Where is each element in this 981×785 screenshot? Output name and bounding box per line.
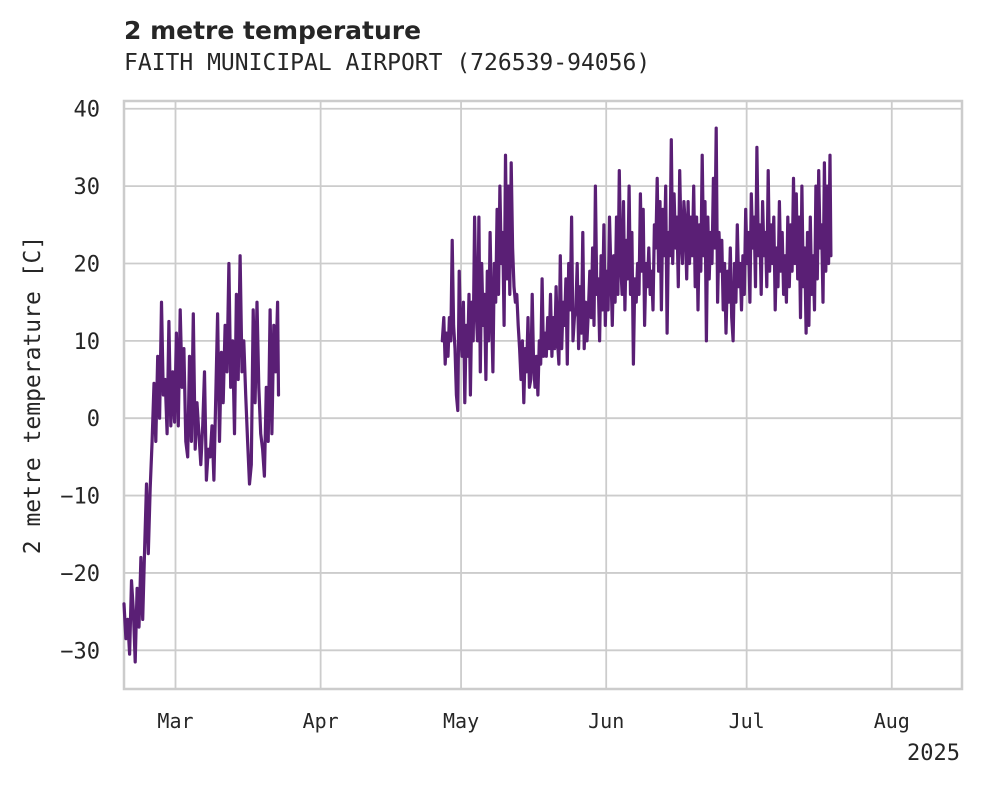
x-tick-label: Jul — [729, 709, 765, 733]
y-tick-label: −20 — [60, 562, 100, 587]
y-tick-label: 40 — [74, 98, 101, 123]
y-tick-label: 30 — [74, 175, 101, 200]
x-tick-label: May — [443, 709, 479, 733]
y-tick-label: 20 — [74, 252, 101, 277]
plot-frame — [122, 99, 964, 691]
x-tick-label: Apr — [303, 709, 339, 733]
x-year-label: 2025 — [907, 741, 960, 766]
temperature-line-segment — [122, 254, 281, 664]
x-tick-label: Mar — [157, 709, 193, 733]
y-tick-label: −10 — [60, 485, 100, 510]
chart-title: 2 metre temperature — [124, 16, 422, 45]
chart-subtitle: FAITH MUNICIPAL AIRPORT (726539-94056) — [124, 50, 651, 76]
y-tick-label: −30 — [60, 639, 100, 664]
y-tick-label: 0 — [87, 407, 100, 432]
temperature-line-segment — [440, 126, 833, 413]
x-tick-label: Jun — [588, 709, 624, 733]
x-tick-label: Aug — [874, 709, 910, 733]
y-axis-label: 2 metre temperature [C] — [20, 236, 46, 555]
y-tick-label: 10 — [74, 330, 101, 355]
